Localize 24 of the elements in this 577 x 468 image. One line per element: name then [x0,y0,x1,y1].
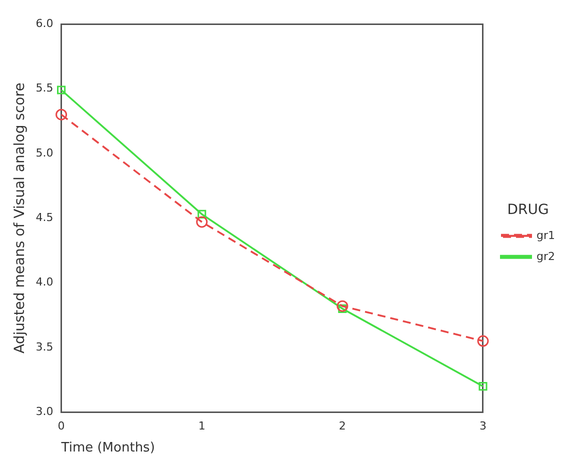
point [478,382,488,391]
y-tick-label: 5.0 [36,146,54,160]
legend-label: gr2 [536,250,556,263]
y-axis-title: Adjusted means of Visual analog score [12,82,28,354]
point [336,300,348,312]
y-tick-label: 4.0 [36,276,54,289]
point [338,304,347,313]
x-tick-label: 3 [479,420,486,433]
y-tick-label: 3.5 [36,340,54,354]
point [57,86,66,94]
y-tick-label: 4.5 [36,210,54,224]
x-tick-label: 1 [198,420,206,433]
y-tick-label: 6.0 [36,16,54,30]
legend-label: gr1 [536,228,556,242]
point [477,335,489,347]
y-tick-label: 3.0 [36,405,54,418]
legend-title: DRUG [507,202,549,218]
x-tick-label: 0 [58,420,65,433]
y-tick-label: 5.5 [36,82,54,95]
x-axis-title: Time (Months) [60,440,155,456]
point [56,108,68,120]
point [196,216,208,228]
point [198,210,206,219]
x-tick-label: 2 [338,420,346,433]
